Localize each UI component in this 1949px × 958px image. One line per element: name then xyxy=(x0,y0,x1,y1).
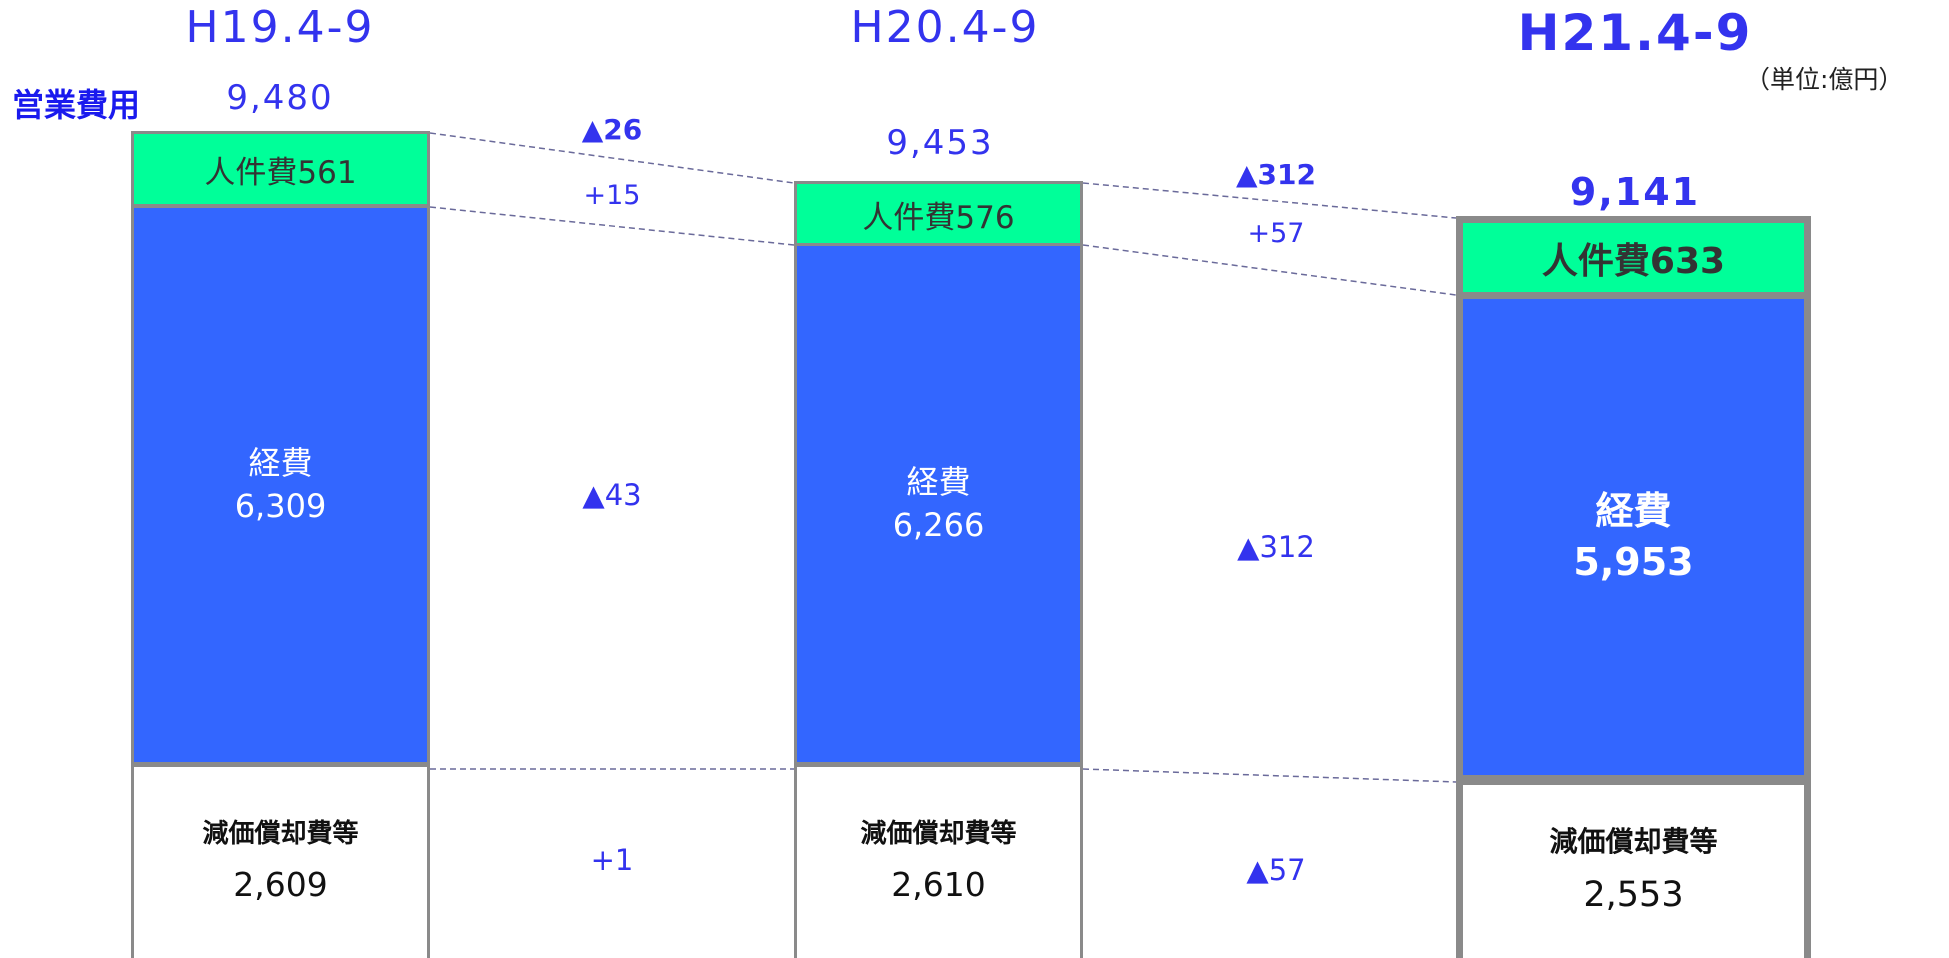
change-depr-1: +1 xyxy=(590,843,634,877)
total-3: 9,141 xyxy=(1569,170,1701,214)
change-personnel-2: +57 xyxy=(1247,218,1305,249)
depr-name-2: 減価償却費等 xyxy=(860,819,1017,850)
change-total-2: ▲312 xyxy=(1236,158,1316,191)
depr-box-2: 減価償却費等 2,610 xyxy=(794,764,1083,958)
connector-top-1 xyxy=(429,132,795,184)
period-label-3: H21.4-9 xyxy=(1517,4,1753,62)
personnel-label-1: 人件費561 xyxy=(204,154,357,191)
depr-value-2: 2,610 xyxy=(891,864,986,904)
expense-name-1: 経費 xyxy=(248,443,313,482)
expense-value-3: 5,953 xyxy=(1573,540,1694,584)
change-personnel-1: +15 xyxy=(583,180,641,211)
personnel-label-2: 人件費576 xyxy=(862,199,1015,236)
depr-name-3: 減価償却費等 xyxy=(1549,824,1718,858)
side-label: 営業費用 xyxy=(12,86,141,124)
personnel-box-3: 人件費633 xyxy=(1456,216,1811,299)
depr-value-1: 2,609 xyxy=(233,864,328,904)
personnel-box-2: 人件費576 xyxy=(794,181,1083,247)
expense-name-2: 経費 xyxy=(906,462,971,501)
period-label-2: H20.4-9 xyxy=(850,2,1040,53)
depr-box-1: 減価償却費等 2,609 xyxy=(131,764,430,958)
personnel-label-3: 人件費633 xyxy=(1541,240,1726,282)
expense-value-2: 6,266 xyxy=(892,506,985,544)
depr-name-1: 減価償却費等 xyxy=(202,819,359,850)
expense-box-2: 経費 6,266 xyxy=(794,243,1083,765)
depr-value-3: 2,553 xyxy=(1583,874,1684,915)
expense-box-3: 経費 5,953 xyxy=(1456,292,1811,782)
connector-top-2 xyxy=(1082,182,1457,219)
change-expense-2: ▲312 xyxy=(1237,530,1315,564)
period-label-1: H19.4-9 xyxy=(185,2,375,53)
expense-name-3: 経費 xyxy=(1595,488,1672,533)
connector-mid-2 xyxy=(1082,244,1457,296)
change-expense-1: ▲43 xyxy=(582,478,642,512)
connector-bot-2 xyxy=(1082,768,1457,783)
total-1: 9,480 xyxy=(226,78,334,118)
expense-value-1: 6,309 xyxy=(234,487,327,525)
change-depr-2: ▲57 xyxy=(1246,853,1306,887)
total-2: 9,453 xyxy=(886,123,994,163)
unit-note: （単位:億円） xyxy=(1745,65,1904,94)
expense-box-1: 経費 6,309 xyxy=(131,205,430,765)
change-total-1: ▲26 xyxy=(581,113,643,146)
personnel-box-1: 人件費561 xyxy=(131,131,430,207)
depr-box-3: 減価償却費等 2,553 xyxy=(1456,778,1811,958)
connector-mid-1 xyxy=(429,206,795,246)
